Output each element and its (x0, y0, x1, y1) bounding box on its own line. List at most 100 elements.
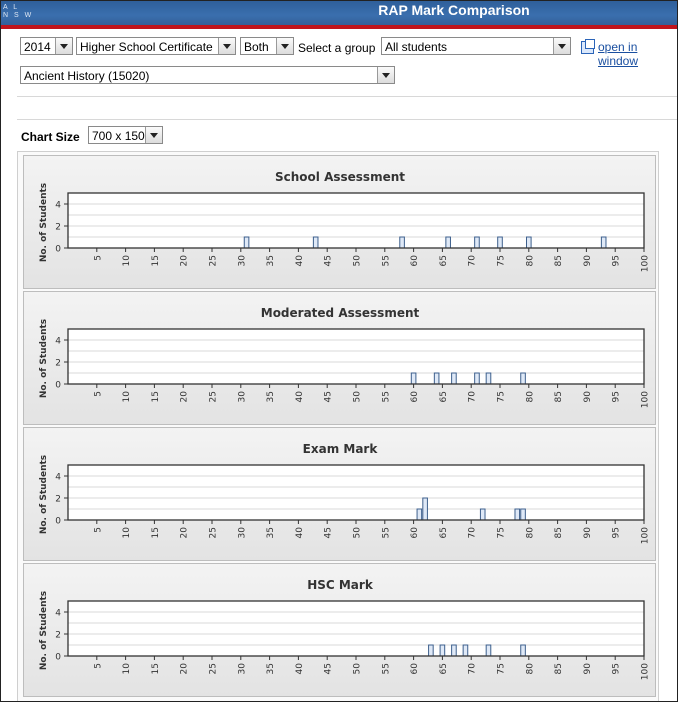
chart-size-select[interactable]: 700 x 150 (88, 126, 163, 144)
chevron-down-icon[interactable] (276, 38, 293, 54)
year-select[interactable]: 2014 (20, 37, 73, 55)
x-tick-label: 5 (93, 391, 103, 397)
x-tick-label: 85 (554, 663, 564, 674)
x-tick-label: 90 (583, 255, 593, 267)
x-tick-label: 85 (554, 391, 564, 402)
histogram-bar (433, 372, 440, 385)
chevron-down-icon[interactable] (145, 127, 162, 143)
group-select[interactable]: All students (381, 37, 571, 55)
x-tick-label: 30 (237, 527, 247, 539)
y-axis-label: No. of Students (39, 183, 49, 262)
chevron-down-icon[interactable] (55, 38, 72, 54)
x-tick-label: 25 (209, 391, 219, 402)
y-axis-label: No. of Students (39, 591, 49, 670)
x-tick-label: 30 (237, 255, 247, 267)
x-tick-label: 50 (353, 663, 363, 675)
histogram-bar (479, 508, 486, 521)
chart-panel-moderated-assessment: Moderated Assessment 0 2 4 5 10 15 20 25 30 35 40 45… (23, 291, 656, 425)
x-tick-label: 55 (381, 255, 391, 266)
x-tick-label: 75 (497, 663, 507, 674)
histogram-bar (422, 497, 428, 521)
chart-size-label: Chart Size (21, 130, 80, 144)
x-tick-label: 40 (295, 663, 305, 675)
x-tick-label: 30 (237, 391, 247, 403)
x-tick-label: 80 (525, 663, 535, 675)
histogram-bar (243, 236, 250, 249)
y-tick-label: 2 (55, 631, 61, 641)
chart-panel-hsc-mark: HSC Mark 0 2 4 5 10 15 20 25 30 35 40 45 50 55 60 65 70 75… (23, 563, 656, 697)
histogram-bar (439, 644, 446, 657)
y-tick-label: 4 (55, 473, 61, 483)
x-tick-label: 5 (93, 663, 103, 669)
chart-panel-school-assessment: School Assessment 0 2 4 5 10 15 20 25 30 35 40 45 50 5… (23, 155, 656, 289)
x-tick-label: 95 (612, 255, 622, 266)
x-tick-label: 25 (209, 255, 219, 266)
histogram-bar (485, 372, 492, 385)
x-tick-label: 80 (525, 391, 535, 403)
group-label: Select a group (298, 41, 376, 55)
x-tick-label: 95 (612, 391, 622, 402)
chevron-down-icon[interactable] (553, 38, 570, 54)
histogram-bar (520, 508, 526, 521)
x-tick-label: 10 (122, 663, 132, 675)
x-tick-label: 50 (353, 527, 363, 539)
x-tick-label: 85 (554, 255, 564, 266)
course-select[interactable]: Higher School Certificate (76, 37, 236, 55)
x-tick-label: 70 (468, 255, 478, 267)
y-tick-label: 2 (55, 359, 61, 369)
x-tick-label: 95 (612, 527, 622, 538)
chart-title: Moderated Assessment (261, 306, 420, 320)
chart-title: HSC Mark (307, 578, 374, 592)
x-tick-label: 100 (641, 391, 651, 408)
x-tick-label: 20 (180, 391, 190, 403)
subject-select[interactable]: Ancient History (15020) (20, 66, 395, 84)
y-tick-label: 4 (55, 337, 61, 347)
y-axis-label: No. of Students (39, 319, 49, 398)
histogram-bar (312, 236, 319, 249)
year-value: 2014 (24, 40, 51, 54)
open-window-icon[interactable] (581, 39, 595, 54)
x-tick-label: 90 (583, 391, 593, 403)
y-tick-label: 4 (55, 201, 61, 211)
x-tick-label: 75 (497, 391, 507, 402)
course-value: Higher School Certificate (80, 40, 213, 54)
y-tick-label: 0 (55, 653, 61, 663)
plot-area (68, 193, 644, 248)
x-tick-label: 50 (353, 255, 363, 267)
x-tick-label: 35 (266, 391, 276, 402)
x-tick-label: 95 (612, 663, 622, 674)
histogram-bar (451, 372, 457, 385)
x-tick-label: 60 (410, 391, 420, 403)
gender-select[interactable]: Both (240, 37, 294, 55)
y-tick-label: 0 (55, 381, 61, 391)
y-tick-label: 4 (55, 609, 61, 619)
x-tick-label: 90 (583, 527, 593, 539)
histogram-bar (474, 236, 480, 249)
chevron-down-icon[interactable] (377, 67, 394, 83)
y-tick-label: 2 (55, 223, 61, 233)
divider (17, 96, 677, 97)
histogram-bar (526, 236, 532, 249)
open-in-window-link[interactable]: open in window (598, 40, 639, 68)
x-tick-label: 45 (324, 527, 334, 538)
x-tick-label: 15 (151, 663, 161, 674)
x-tick-label: 60 (410, 255, 420, 267)
histogram-bar (497, 236, 503, 249)
histogram-bar (416, 508, 423, 521)
x-tick-label: 5 (93, 527, 103, 533)
chevron-down-icon[interactable] (218, 38, 235, 54)
x-tick-label: 40 (295, 391, 305, 403)
x-tick-label: 100 (641, 527, 651, 544)
y-tick-label: 0 (55, 517, 61, 527)
x-tick-label: 75 (497, 255, 507, 266)
plot-area (68, 329, 644, 384)
x-tick-label: 85 (554, 527, 564, 538)
x-tick-label: 80 (525, 255, 535, 267)
y-tick-label: 0 (55, 245, 61, 255)
brand-logo: A L N S W (3, 4, 34, 19)
